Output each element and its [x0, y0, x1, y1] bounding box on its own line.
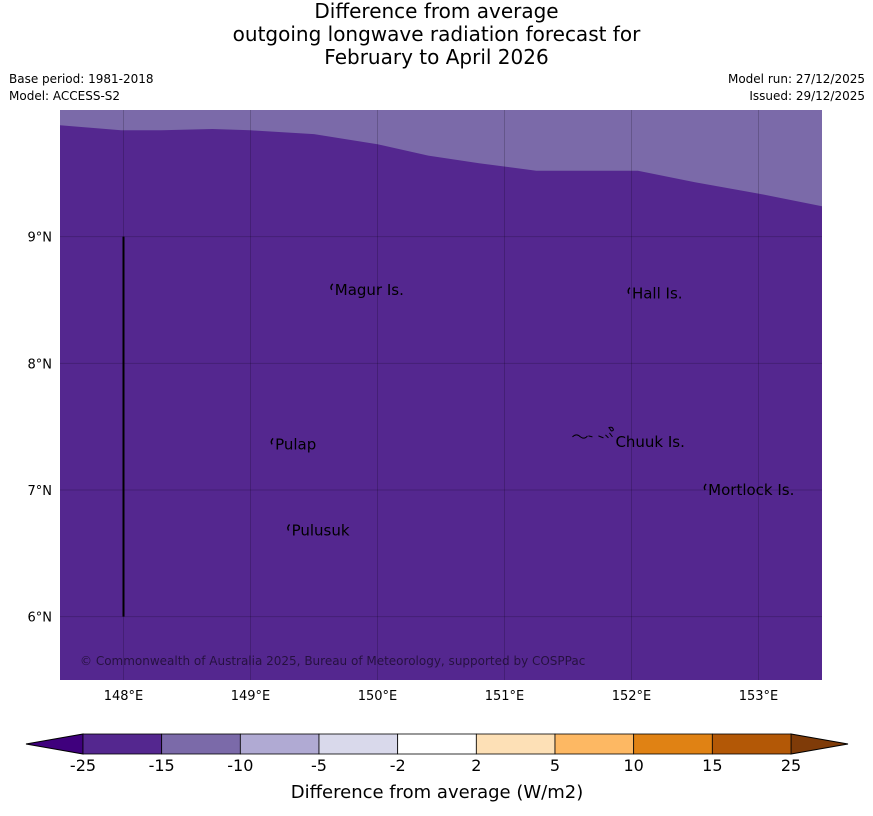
- metadata-left: Base period: 1981-2018 Model: ACCESS-S2: [9, 71, 154, 105]
- colorbar-tick-label: 2: [471, 756, 481, 775]
- title-line-2: outgoing longwave radiation forecast for: [232, 22, 641, 46]
- lon-tick-label: 148°E: [104, 689, 144, 704]
- colorbar-label: Difference from average (W/m2): [291, 782, 583, 803]
- lat-tick-label: 8°N: [28, 357, 53, 372]
- colorbar-tick-label: -25: [70, 756, 96, 775]
- copyright-text: © Commonwealth of Australia 2025, Bureau…: [80, 654, 585, 668]
- colorbar-segment: [633, 733, 713, 755]
- colorbar-over-arrow: [790, 733, 849, 755]
- colorbar-tick-label: 15: [702, 756, 722, 775]
- colorbar-tick-label: 10: [623, 756, 643, 775]
- lon-tick-label: 152°E: [612, 689, 652, 704]
- title-line-1: Difference from average: [314, 0, 559, 23]
- lon-tick-label: 151°E: [485, 689, 525, 704]
- colorbar-segment: [554, 733, 635, 755]
- colorbar-tick-label: -2: [390, 756, 406, 775]
- lat-tick-label: 7°N: [28, 484, 53, 499]
- lon-tick-label: 153°E: [739, 689, 779, 704]
- colorbar-tick-label: -5: [311, 756, 327, 775]
- colorbar-under-arrow: [25, 733, 84, 755]
- colorbar-segment: [397, 733, 477, 755]
- island-label: Chuuk Is.: [615, 433, 684, 451]
- model-run-text: Model run: 27/12/2025: [727, 72, 865, 86]
- base-period-text: Base period: 1981-2018: [9, 72, 154, 86]
- metadata-right: Model run: 27/12/2025 Issued: 29/12/2025: [728, 71, 865, 105]
- lat-tick-label: 6°N: [28, 611, 53, 626]
- island-label: Magur Is.: [335, 281, 404, 299]
- title-line-3: February to April 2026: [324, 45, 549, 69]
- island-label: Pulap: [275, 435, 316, 453]
- colorbar-tick-label: -10: [227, 756, 253, 775]
- model-text: Model: ACCESS-S2: [9, 89, 121, 103]
- lat-tick-label: 9°N: [28, 231, 53, 246]
- issued-text: Issued: 29/12/2025: [749, 89, 865, 103]
- colorbar-segment: [161, 733, 241, 755]
- island-marker: [270, 437, 274, 445]
- colorbar-tick-label: 25: [781, 756, 801, 775]
- island-marker: [703, 483, 707, 491]
- island-label: Pulusuk: [292, 522, 350, 540]
- lon-tick-label: 149°E: [231, 689, 271, 704]
- colorbar-segment: [475, 733, 556, 755]
- colorbar-segment: [239, 733, 320, 755]
- island-marker: [627, 287, 631, 295]
- colorbar-segment: [82, 733, 163, 755]
- map-background-fill: [60, 110, 822, 680]
- colorbar-segment: [318, 733, 399, 755]
- upper-anomaly-band: [60, 110, 822, 207]
- island-label: Mortlock Is.: [708, 481, 794, 499]
- chart-title: Difference from average outgoing longwav…: [0, 0, 873, 69]
- colorbar-tick-label: -15: [149, 756, 175, 775]
- colorbar-segment: [711, 733, 792, 755]
- colorbar-tick-label: 5: [550, 756, 560, 775]
- island-label: Hall Is.: [632, 285, 683, 303]
- island-marker: [572, 426, 614, 439]
- island-marker: [330, 283, 334, 291]
- lon-tick-label: 150°E: [358, 689, 398, 704]
- island-marker: [287, 524, 291, 531]
